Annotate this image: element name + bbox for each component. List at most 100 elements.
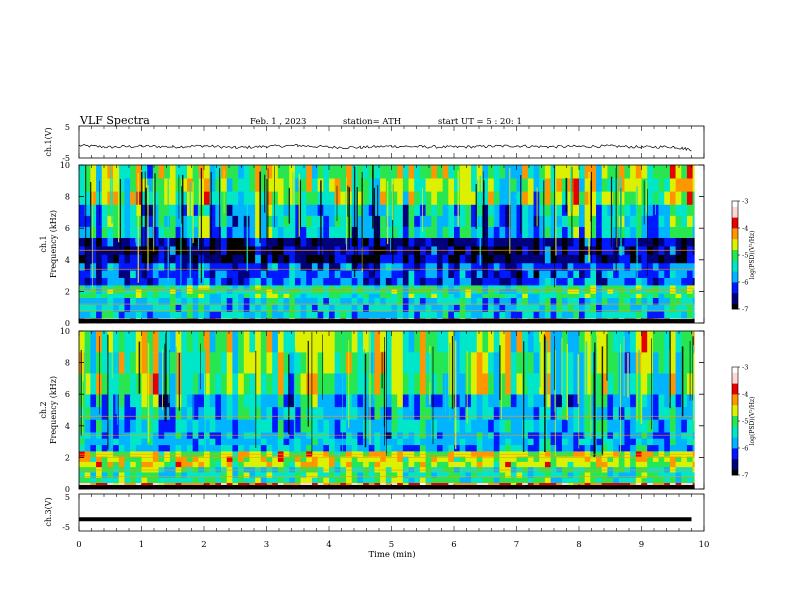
spectrogram-cell [352,285,358,290]
spectrogram-cell [602,462,608,468]
spectrogram-cell [437,178,443,191]
spectrogram-cell [335,407,341,420]
spectrogram-cell [607,285,613,290]
spectrogram-cell [329,438,335,445]
spectrogram-cell [568,285,574,290]
spectrogram-cell [522,331,528,352]
spectrogram-cell [153,445,159,452]
spectrogram-cell [437,462,443,468]
spectrogram-cell [471,438,477,445]
spectrogram-cell [670,352,676,373]
spectrogram-cell [249,227,255,238]
spectrogram-cell [448,255,454,264]
spectrogram-cell [642,270,648,278]
spectrogram-cell [249,477,255,483]
spectrogram-cell [443,419,449,432]
spectrogram-cell [335,462,341,468]
spectrogram-cell [465,238,471,247]
spectrogram-cell [397,477,403,483]
spectrogram-cell [119,165,125,178]
spectrogram-cell [659,352,665,373]
spectrogram-cell [624,407,630,420]
spectrogram-cell [289,294,295,299]
spectrogram-cell [255,255,261,264]
spectrogram-cell [477,294,483,299]
spectrogram-cell [272,462,278,468]
spectrogram-cell [221,477,227,483]
spectrogram-cell [460,165,466,178]
spectrogram-cell [676,352,682,373]
spectrogram-cell [346,462,352,468]
spectrogram-cell [289,472,295,478]
spectrogram-cell [596,438,602,445]
spectrogram-cell [465,178,471,191]
spectrogram-cell [511,165,517,178]
spectrogram-cell [465,285,471,290]
spectrogram-cell [90,438,96,445]
spectrogram-cell [681,238,687,247]
spectrogram-cell [119,285,125,290]
spectrogram-cell [607,407,613,420]
spectrogram-cell [482,438,488,445]
spectrogram-cell [471,445,477,452]
spectrogram-cell [198,352,204,373]
spectrogram-cell [431,472,437,478]
spectrogram-cell [437,255,443,264]
spectrogram-cell [329,278,335,286]
spectrogram-cell [539,483,545,485]
spectrogram-cell [556,285,562,290]
spectrogram-cell [517,311,523,318]
spectrogram-cell [647,352,653,373]
spectrogram-cell [142,278,148,286]
spectrogram-cell [534,445,540,452]
spectrogram-cell [210,227,216,238]
spectrogram-cell [528,255,534,264]
spectrogram-cell [653,311,659,318]
spectrogram-cell [301,285,307,290]
spectrogram-cell [517,472,523,478]
frequency-tick-label: 10 [60,161,70,170]
spectrogram-cell [556,270,562,278]
spectrogram-cell [221,270,227,278]
spectrogram-cell [460,285,466,290]
spectrogram-cell [676,216,682,227]
spectrogram-cell [329,373,335,394]
spectrogram-cell [272,255,278,264]
spectrogram-cell [647,216,653,227]
spectrogram-cell [261,294,267,299]
time-axis-label: Time (min) [368,549,415,560]
spectrogram-cell [278,373,284,394]
spectrogram-cell [499,472,505,478]
spectrogram-cell [465,445,471,452]
spectrogram-cell [585,445,591,452]
spectrogram-cell [335,294,341,299]
spectrogram-cell [397,462,403,468]
spectrogram-cell [670,477,676,483]
spectrogram-cell [494,483,500,485]
spectrogram-cell [477,352,483,373]
spectrogram-cell [664,165,670,178]
spectrogram-cell [244,438,250,445]
spectrogram-cell [176,419,182,432]
spectrogram-cell [238,238,244,247]
spectrogram-cell [499,165,505,178]
spectrogram-cell [573,477,579,483]
spectrogram-cell [238,477,244,483]
spectrogram-cell [249,278,255,286]
spectrogram-cell [306,472,312,478]
spectrogram-cell [494,462,500,468]
spectrogram-cell [522,311,528,318]
spectrogram-cell [295,472,301,478]
spectrogram-cell [352,419,358,432]
spectrogram-cell [607,462,613,468]
spectrogram-cell [471,294,477,299]
spectrogram-cell [642,311,648,318]
spectrogram-cell [562,278,568,286]
time-tick-label: 4 [326,540,331,550]
spectrogram-cell [664,407,670,420]
spectrogram-cell [170,373,176,394]
spectrogram-cell [414,472,420,478]
spectrogram-cell [306,178,312,191]
spectrogram-cell [374,483,380,485]
